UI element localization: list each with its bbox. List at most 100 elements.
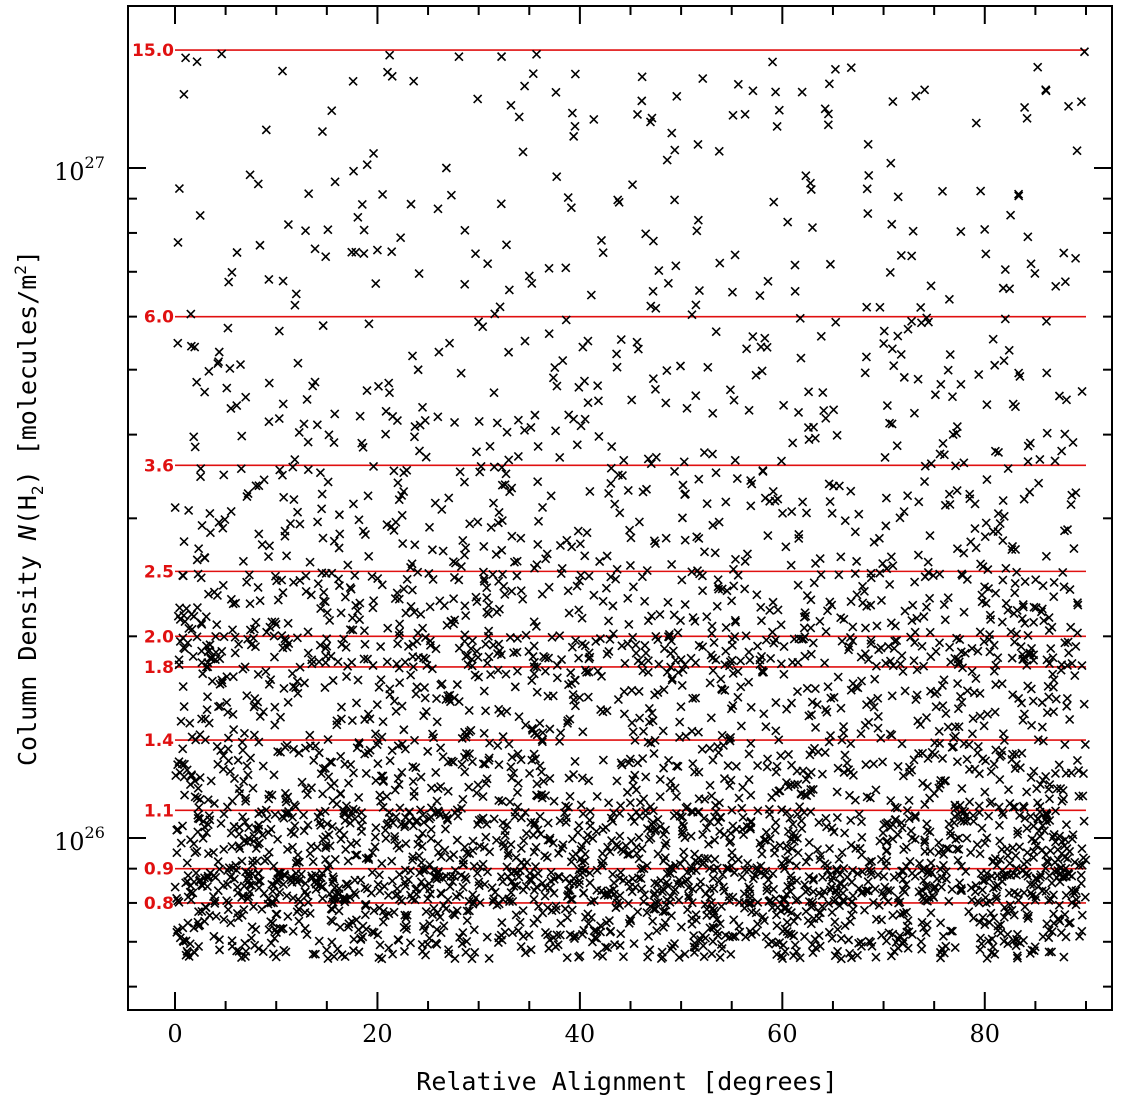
point-2785 <box>348 625 358 635</box>
point-2640 <box>1026 643 1037 654</box>
point-2165 <box>527 676 537 686</box>
point-3458 <box>533 441 543 452</box>
point-1333 <box>516 843 526 853</box>
point-2842 <box>910 627 920 637</box>
point-1488 <box>846 840 856 850</box>
point-42 <box>996 920 1006 930</box>
point-515 <box>993 921 1003 931</box>
point-2322 <box>1008 690 1018 700</box>
point-983 <box>729 868 739 878</box>
point-1930 <box>753 761 763 771</box>
point-2754 <box>505 632 515 642</box>
point-3297 <box>243 488 253 499</box>
point-2746 <box>472 646 482 656</box>
point-2494 <box>687 726 697 736</box>
point-2554 <box>709 638 719 648</box>
point-2361 <box>288 682 298 692</box>
point-90 <box>401 913 411 923</box>
point-1728 <box>1050 768 1060 778</box>
point-2003 <box>689 767 700 777</box>
point-843 <box>1029 880 1039 890</box>
point-2436 <box>253 669 263 679</box>
point-994 <box>287 877 297 888</box>
point-2519 <box>192 632 202 642</box>
point-3335 <box>389 525 399 536</box>
point-2728 <box>284 639 294 649</box>
point-3268 <box>529 563 540 573</box>
point-1362 <box>1041 809 1052 819</box>
point-2088 <box>1080 739 1090 750</box>
point-3171 <box>1062 524 1073 535</box>
point-303 <box>814 913 824 923</box>
point-2642 <box>339 634 349 644</box>
point-348 <box>792 911 803 921</box>
point-2679 <box>954 657 964 667</box>
point-513 <box>1003 929 1013 940</box>
point-2409 <box>839 728 849 738</box>
point-2658 <box>1067 658 1077 668</box>
point-681 <box>1080 892 1090 902</box>
point-3573 <box>255 240 265 250</box>
point-2952 <box>623 593 633 603</box>
point-448 <box>553 940 563 950</box>
point-1799 <box>641 772 651 782</box>
point-551 <box>540 891 550 901</box>
point-2628 <box>931 646 941 657</box>
point-3628 <box>670 195 680 205</box>
point-3294 <box>399 487 409 497</box>
point-1070 <box>245 887 255 897</box>
point-3276 <box>728 564 739 574</box>
point-1749 <box>241 793 251 803</box>
point-2701 <box>776 659 786 669</box>
point-3662 <box>693 215 703 225</box>
point-2652 <box>454 643 464 653</box>
point-1044 <box>524 875 534 885</box>
point-1063 <box>373 879 383 890</box>
point-1597 <box>491 835 502 845</box>
point-2932 <box>416 609 426 619</box>
point-1021 <box>490 887 500 897</box>
point-1400 <box>710 835 720 845</box>
point-2942 <box>1044 612 1054 623</box>
point-3374 <box>200 387 210 397</box>
point-3398 <box>294 427 304 437</box>
point-2237 <box>255 711 265 722</box>
point-2805 <box>461 610 471 621</box>
point-2201 <box>249 702 259 712</box>
point-2125 <box>464 782 474 792</box>
point-1248 <box>503 850 513 861</box>
point-2184 <box>336 702 347 712</box>
point-3637 <box>446 190 456 200</box>
point-1556 <box>629 816 639 827</box>
point-2876 <box>1012 567 1022 577</box>
point-714 <box>254 883 264 893</box>
point-3633 <box>414 268 424 279</box>
point-1992 <box>869 759 879 769</box>
point-866 <box>683 875 693 885</box>
point-2955 <box>921 602 932 612</box>
point-2929 <box>637 572 647 582</box>
point-453 <box>886 951 896 961</box>
point-1662 <box>489 814 499 824</box>
point-3317 <box>220 514 230 525</box>
point-2451 <box>217 678 227 688</box>
threshold-label-6.0: 6.0 <box>144 308 174 328</box>
point-157 <box>467 954 477 964</box>
point-2193 <box>372 700 382 710</box>
point-1947 <box>725 736 735 746</box>
point-1887 <box>436 743 446 753</box>
point-2585 <box>871 661 881 671</box>
point-2612 <box>761 635 771 645</box>
point-2558 <box>985 647 995 657</box>
point-2113 <box>563 802 574 812</box>
point-1067 <box>366 888 376 898</box>
point-2780 <box>271 619 281 630</box>
point-2087 <box>809 743 820 753</box>
point-1988 <box>746 790 756 800</box>
x-tick-label-40: 40 <box>565 1020 596 1048</box>
point-3707 <box>672 91 682 101</box>
point-2527 <box>307 659 317 669</box>
point-1465 <box>942 843 952 853</box>
point-47 <box>1077 926 1087 936</box>
point-3224 <box>959 548 969 558</box>
